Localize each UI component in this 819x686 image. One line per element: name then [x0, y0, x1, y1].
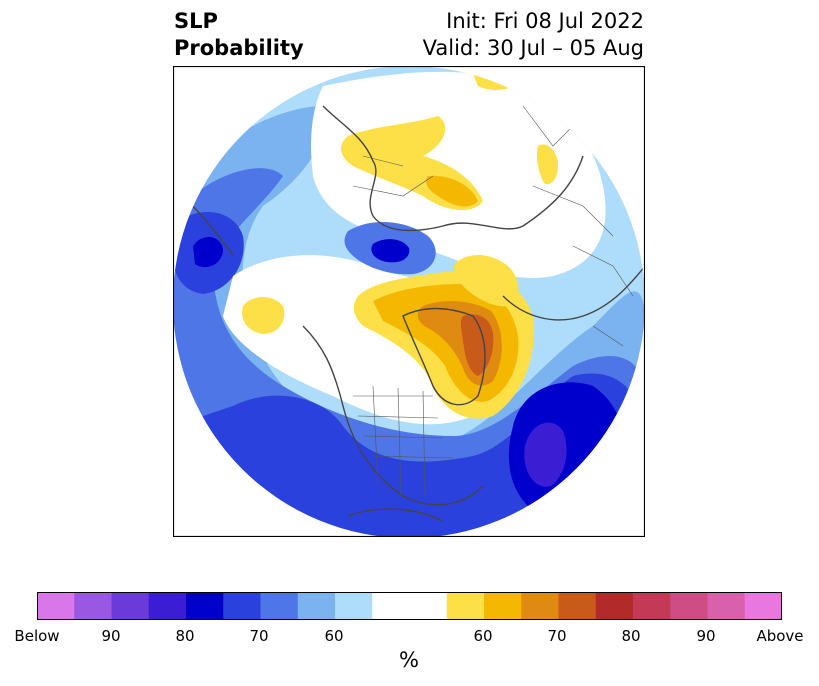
west-pacific-yellow: [242, 297, 285, 334]
title-quantity: Probability: [174, 36, 304, 60]
colorbar-bin: [37, 592, 75, 620]
colorbar-tick-label: 90: [101, 627, 121, 645]
colorbar-bin: [335, 592, 373, 620]
chart-title-left: SLP Probability: [174, 8, 304, 62]
colorbar-tick-label: 90: [696, 627, 716, 645]
colorbar-unit: %: [399, 648, 419, 672]
colorbar-bin: [670, 592, 708, 620]
colorbar-tick-label: 80: [175, 627, 195, 645]
init-date: Init: Fri 08 Jul 2022: [446, 9, 644, 33]
colorbar-bin: [558, 592, 597, 620]
chart-title-right: Init: Fri 08 Jul 2022 Valid: 30 Jul – 05…: [423, 8, 644, 62]
borders: [352, 105, 634, 497]
colorbar-bin: [595, 592, 634, 620]
title-variable: SLP: [174, 9, 218, 33]
coastlines: [173, 105, 645, 522]
eurasia-positive-anomaly-mid: [426, 175, 478, 207]
colorbar-bin: [707, 592, 746, 620]
colorbar-bin: [409, 592, 448, 620]
colorbar-bin: [446, 592, 485, 620]
colorbar-bin: [74, 592, 112, 620]
colorbar-bin: [484, 592, 522, 620]
colorbar-bin: [148, 592, 187, 620]
colorbar-tick-label: 80: [621, 627, 641, 645]
map-disc: [173, 66, 645, 537]
siberia-yellow: [536, 144, 559, 185]
colorbar-tick-label: 70: [547, 627, 567, 645]
colorbar-tick-label: 70: [249, 627, 269, 645]
colorbar-bin: [633, 592, 671, 620]
colorbar-bin: [521, 592, 559, 620]
colorbar-bin: [223, 592, 261, 620]
colorbar-tick-label: Below: [14, 627, 60, 645]
colorbar-bin: [111, 592, 150, 620]
colorbar: [37, 592, 782, 620]
blue-low-west-core: [193, 236, 223, 268]
colorbar-tick-label: 60: [324, 627, 344, 645]
blue-low-east-core: [524, 422, 567, 487]
colorbar-bin: [260, 592, 299, 620]
colorbar-bin: [186, 592, 224, 620]
valid-range: Valid: 30 Jul – 05 Aug: [422, 36, 644, 60]
map-frame: [173, 66, 645, 537]
colorbar-bin: [744, 592, 782, 620]
bering-low-core: [371, 239, 410, 263]
colorbar-bin: [297, 592, 336, 620]
scandinavia-positive: [453, 254, 519, 307]
probability-map: [173, 66, 645, 537]
colorbar-bin: [372, 592, 410, 620]
colorbar-tick-label: Above: [756, 627, 804, 645]
colorbar-tick-label: 60: [473, 627, 493, 645]
